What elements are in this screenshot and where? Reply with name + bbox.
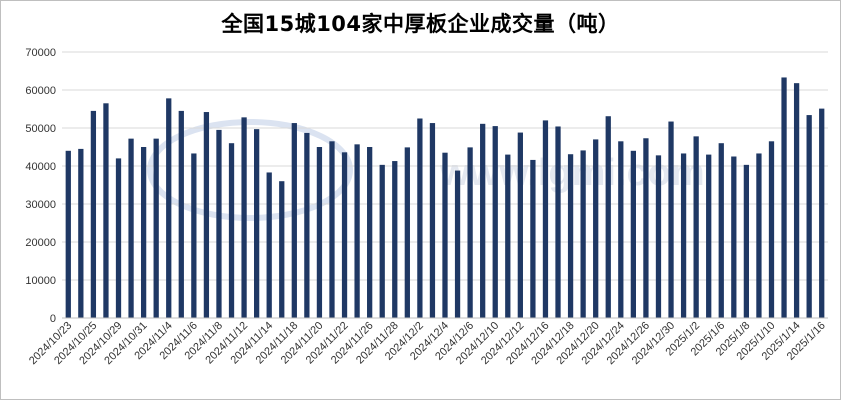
bar [429, 123, 436, 318]
bar [693, 136, 699, 318]
bar [140, 147, 147, 318]
y-tick-label: 60000 [25, 85, 56, 97]
y-axis: 0 10000 20000 30000 40000 50000 60000 70000 [25, 47, 56, 325]
bar [819, 108, 825, 319]
y-tick-label: 10000 [25, 275, 56, 287]
bar [354, 144, 360, 318]
bar [781, 77, 787, 319]
bar [228, 143, 235, 318]
chart-title: 全国15城104家中厚板企业成交量（吨） [221, 12, 620, 36]
y-tick-label: 30000 [25, 199, 56, 211]
bar [743, 164, 750, 318]
y-tick-label: 40000 [25, 161, 56, 173]
bar [567, 154, 574, 318]
bar [216, 129, 222, 318]
bar [166, 98, 172, 318]
bar [492, 126, 498, 318]
bar [442, 152, 448, 318]
y-tick-label: 20000 [25, 237, 56, 249]
bar [316, 147, 323, 318]
bar [203, 112, 210, 318]
y-tick-label: 50000 [25, 123, 56, 135]
bar [793, 83, 800, 318]
bar [266, 172, 272, 318]
bar [153, 138, 159, 318]
bar [555, 126, 561, 318]
bar [65, 150, 71, 318]
bar [467, 147, 473, 318]
y-tick-label: 0 [50, 313, 56, 325]
bar [643, 138, 649, 318]
bar [341, 152, 348, 318]
bar [417, 118, 423, 318]
bar [731, 156, 737, 318]
bar [480, 123, 486, 318]
bar [580, 150, 586, 318]
bar [304, 132, 310, 318]
bar [379, 164, 385, 318]
bar [680, 153, 687, 318]
bar [454, 170, 461, 318]
bar [618, 141, 624, 318]
x-axis: 2024/10/232024/10/252024/10/292024/10/31… [27, 317, 828, 367]
bar [505, 154, 511, 318]
bar [128, 138, 134, 318]
bars [65, 77, 825, 319]
bar [706, 154, 712, 318]
bar [768, 141, 775, 318]
bar [241, 117, 247, 318]
bar [279, 181, 285, 318]
bar [668, 121, 674, 318]
bar [542, 120, 549, 319]
bar [806, 115, 812, 318]
bar [630, 150, 636, 318]
bar [291, 123, 297, 318]
bar [404, 147, 410, 318]
bar [178, 110, 184, 319]
bar [103, 103, 109, 318]
bar [756, 153, 762, 318]
y-tick-label: 70000 [25, 47, 56, 59]
bar [392, 161, 398, 318]
bar [115, 158, 122, 318]
bar [191, 153, 197, 318]
bar [655, 155, 662, 318]
bar [718, 143, 724, 318]
bar [367, 147, 373, 318]
bar [605, 116, 611, 318]
bar [254, 129, 260, 318]
bar [78, 148, 84, 318]
bar [90, 110, 97, 319]
watermark-logo [147, 119, 353, 221]
bar [517, 132, 523, 318]
bar [593, 139, 599, 318]
bar [530, 159, 536, 318]
bar [329, 141, 335, 318]
